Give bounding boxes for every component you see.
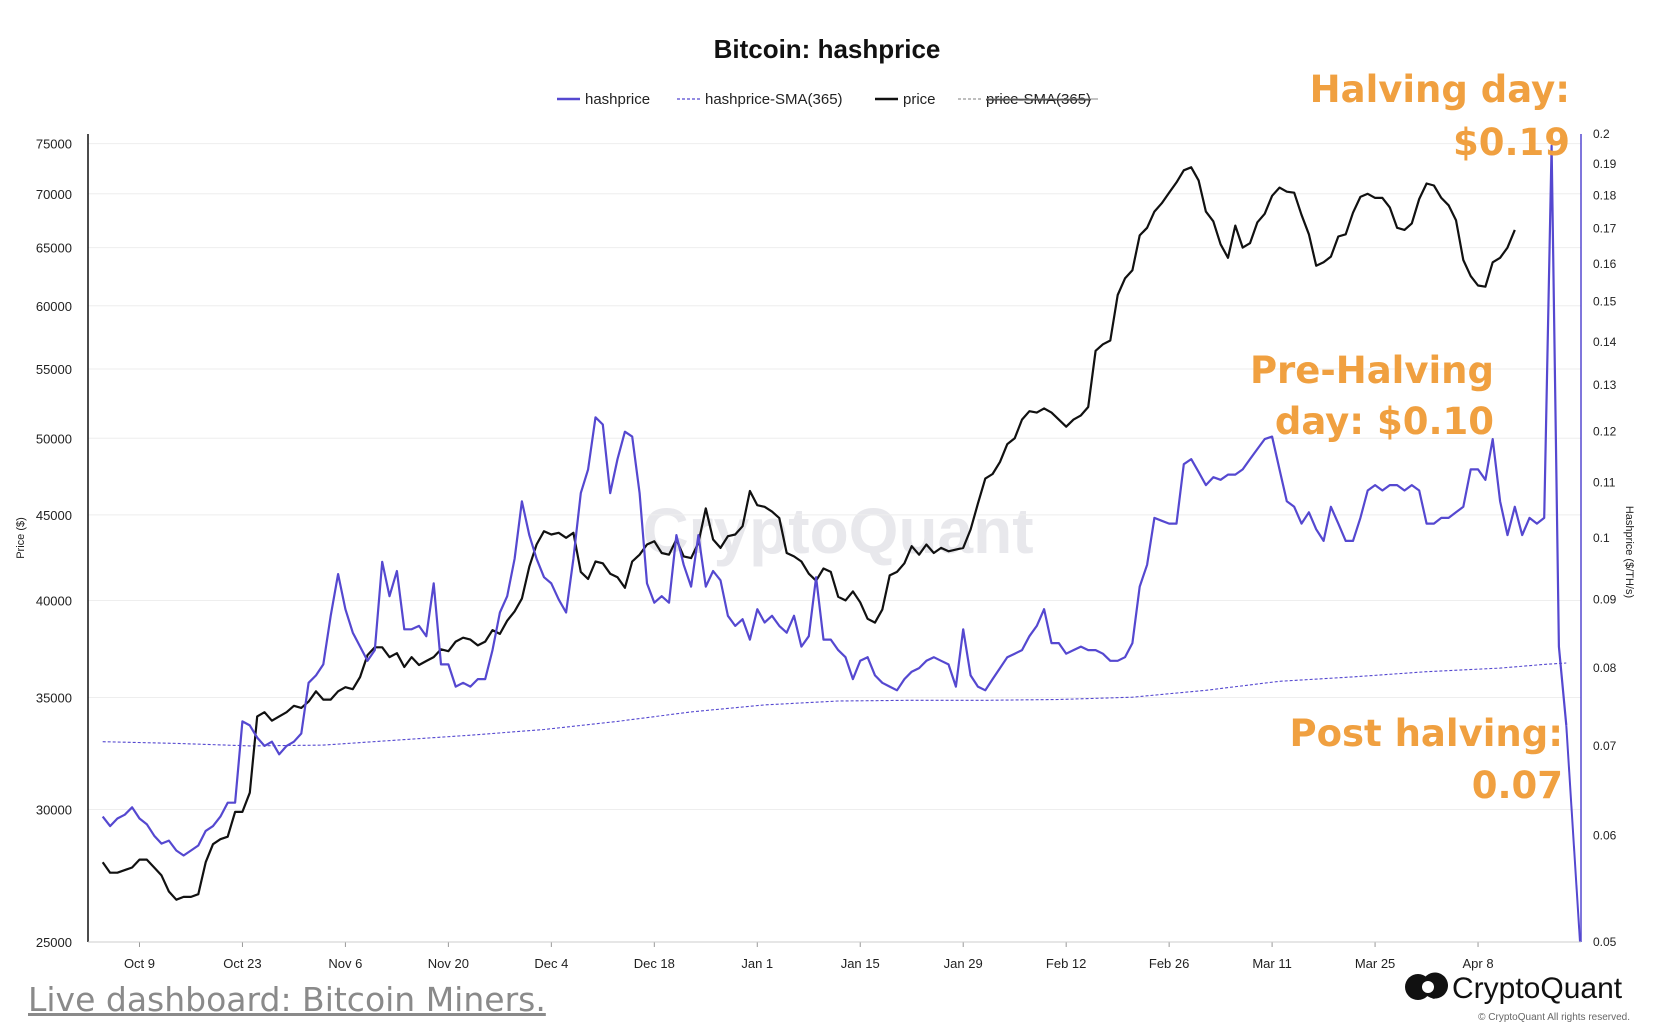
x-tick-label: Oct 23: [223, 956, 261, 971]
legend-item-hashprice[interactable]: hashprice: [557, 91, 650, 108]
legend-item-price[interactable]: price: [875, 91, 936, 108]
annotation-prehalving-line1: Pre-Halving: [1250, 349, 1494, 392]
series-lines: [101, 144, 1581, 943]
live-dashboard-link[interactable]: Live dashboard: Bitcoin Miners.: [28, 980, 546, 1019]
y-right-tick-label: 0.07: [1593, 739, 1617, 753]
right-axis-title: Hashprice ($/TH/s): [1623, 506, 1635, 598]
y-right-tick-label: 0.1: [1593, 531, 1610, 545]
annotation-prehalving-line2: day: $0.10: [1275, 400, 1494, 443]
y-right-tick-label: 0.17: [1593, 222, 1617, 236]
y-right-tick-label: 0.09: [1593, 592, 1617, 606]
y-left-tick-label: 45000: [36, 508, 72, 523]
y-right-tick-label: 0.2: [1593, 127, 1610, 141]
y-left-tick-label: 60000: [36, 299, 72, 314]
y-right-tick-label: 0.12: [1593, 425, 1617, 439]
series-line-price: [101, 166, 1516, 901]
brand-name: CryptoQuant: [1452, 972, 1623, 1005]
annotation-post-line2: 0.07: [1472, 764, 1563, 807]
cryptoquant-logo: CryptoQuant © CryptoQuant All rights res…: [1405, 972, 1630, 1023]
series-line-hashprice: [101, 144, 1568, 857]
x-tick-label: Oct 9: [124, 956, 155, 971]
legend-label-price: price: [903, 91, 936, 108]
y-left-tick-label: 35000: [36, 690, 72, 705]
x-tick-label: Feb 26: [1149, 956, 1189, 971]
series-line-hashprice-sma-365: [102, 662, 1567, 747]
y-right-tick-label: 0.16: [1593, 257, 1617, 271]
legend-label-hashprice: hashprice: [585, 91, 650, 108]
cryptoquant-logo-icon: [1405, 972, 1448, 1000]
x-axis-ticks: Oct 9 Oct 23 Nov 6 Nov 20 Dec 4 Dec 18 Jan 1 Ja…: [124, 942, 1494, 971]
x-tick-label: Nov 20: [428, 956, 469, 971]
annotation-halving-line1: Halving day:: [1310, 68, 1570, 111]
y-left-tick-label: 55000: [36, 362, 72, 377]
y-right-tick-label: 0.15: [1593, 295, 1617, 309]
y-right-tick-label: 0.08: [1593, 661, 1617, 675]
right-axis-ticks: 0.05 0.06 0.07 0.08 0.09 0.1 0.11 0.12 0.13 0.14 0…: [1593, 127, 1617, 949]
y-right-tick-label: 0.05: [1593, 935, 1617, 949]
y-right-tick-label: 0.19: [1593, 157, 1617, 171]
legend-item-hashprice-sma[interactable]: hashprice-SMA(365): [677, 91, 843, 108]
annotation-halving-line2: $0.19: [1453, 121, 1570, 164]
x-tick-label: Apr 8: [1462, 956, 1493, 971]
legend-item-price-sma[interactable]: price-SMA(365): [958, 91, 1098, 108]
y-right-tick-label: 0.14: [1593, 335, 1617, 349]
x-tick-label: Mar 25: [1355, 956, 1395, 971]
watermark: CryptoQuant: [642, 495, 1033, 567]
left-axis-ticks: 25000 30000 35000 40000 45000 50000 55000 60000…: [36, 137, 72, 950]
y-right-tick-label: 0.11: [1593, 475, 1616, 489]
chart-title: Bitcoin: hashprice: [714, 34, 941, 64]
x-tick-label: Jan 15: [841, 956, 880, 971]
hashprice-drop-line: [1565, 725, 1581, 943]
left-axis-title: Price ($): [15, 517, 27, 559]
x-tick-label: Jan 29: [944, 956, 983, 971]
x-tick-label: Dec 4: [534, 956, 568, 971]
y-right-tick-label: 0.13: [1593, 378, 1617, 392]
x-tick-label: Jan 1: [741, 956, 773, 971]
y-left-tick-label: 25000: [36, 935, 72, 950]
x-tick-label: Feb 12: [1046, 956, 1086, 971]
y-left-tick-label: 50000: [36, 431, 72, 446]
x-tick-label: Mar 11: [1252, 956, 1292, 971]
brand-rights: © CryptoQuant All rights reserved.: [1478, 1012, 1630, 1023]
annotation-post-line1: Post halving:: [1289, 712, 1563, 755]
y-left-tick-label: 75000: [36, 137, 72, 152]
x-tick-label: Dec 18: [634, 956, 675, 971]
y-left-tick-label: 65000: [36, 241, 72, 256]
legend-label-hashprice-sma: hashprice-SMA(365): [705, 91, 843, 108]
y-left-tick-label: 40000: [36, 593, 72, 608]
y-right-tick-label: 0.18: [1593, 188, 1617, 202]
y-right-tick-label: 0.06: [1593, 829, 1617, 843]
y-left-tick-label: 30000: [36, 803, 72, 818]
gridlines: [88, 143, 1581, 943]
legend: hashprice hashprice-SMA(365) price price…: [557, 91, 1098, 108]
x-tick-label: Nov 6: [328, 956, 362, 971]
y-left-tick-label: 70000: [36, 187, 72, 202]
